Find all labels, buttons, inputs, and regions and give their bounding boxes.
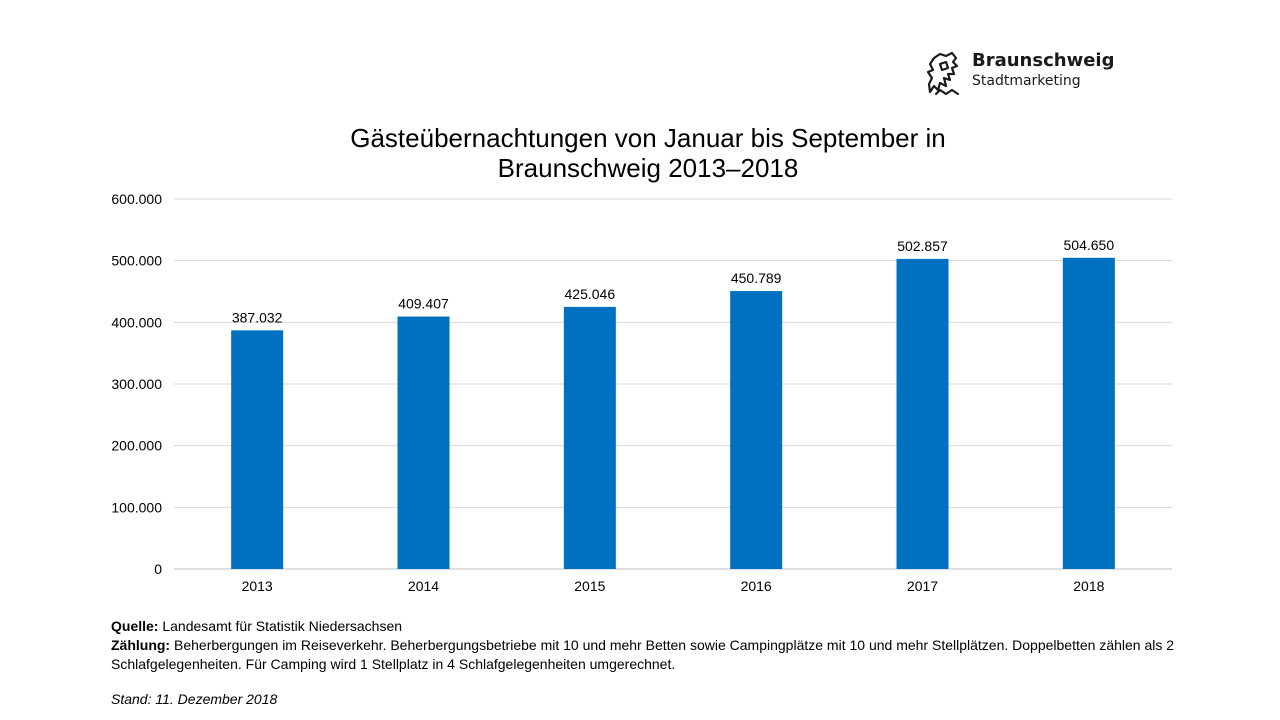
bar-chart: 0 100.000 200.000 300.000 400.000 500.000 600.… — [111, 191, 1172, 594]
data-label: 502.857 — [897, 238, 948, 254]
bar — [1062, 257, 1115, 569]
chart-title-line-1: Gästeübernachtungen von Januar bis Septe… — [350, 123, 946, 153]
bar — [231, 330, 284, 569]
y-tick-label: 300.000 — [111, 376, 162, 392]
count-note: Zählung: Beherbergungen im Reiseverkehr.… — [111, 636, 1231, 674]
y-tick-label: 100.000 — [111, 499, 162, 515]
x-tick-label: 2017 — [907, 578, 938, 594]
bar — [563, 306, 616, 569]
data-label: 387.032 — [232, 309, 283, 325]
data-label: 450.789 — [731, 270, 782, 286]
x-tick-label: 2013 — [242, 578, 273, 594]
bar — [397, 316, 450, 569]
y-tick-label: 0 — [154, 561, 162, 577]
y-tick-label: 200.000 — [111, 438, 162, 454]
bar — [730, 291, 783, 569]
chart-title: Gästeübernachtungen von Januar bis Septe… — [248, 123, 1048, 183]
data-label: 425.046 — [565, 286, 616, 302]
x-tick-label: 2015 — [574, 578, 605, 594]
y-tick-label: 600.000 — [111, 191, 162, 207]
data-label: 409.407 — [398, 296, 449, 312]
x-tick-label: 2016 — [741, 578, 772, 594]
chart-footer: Quelle: Landesamt für Statistik Niedersa… — [111, 617, 1231, 709]
y-tick-label: 500.000 — [111, 253, 162, 269]
bar — [896, 258, 949, 569]
x-tick-label: 2018 — [1073, 578, 1104, 594]
brand-logo: Braunschweig Stadtmarketing — [926, 50, 1114, 100]
x-tick-label: 2014 — [408, 578, 439, 594]
chart-title-line-2: Braunschweig 2013–2018 — [497, 153, 799, 183]
logo-subtitle: Stadtmarketing — [972, 73, 1081, 89]
source-line: Quelle: Landesamt für Statistik Niedersa… — [111, 617, 1231, 636]
y-tick-label: 400.000 — [111, 314, 162, 330]
source-label: Quelle: — [111, 618, 159, 634]
logo-name: Braunschweig — [972, 50, 1115, 71]
lion-icon — [926, 51, 960, 96]
stand-date: Stand: 11. Dezember 2018 — [111, 691, 278, 707]
count-label: Zählung: — [111, 637, 171, 653]
data-label: 504.650 — [1064, 237, 1115, 253]
source-text: Landesamt für Statistik Niedersachsen — [158, 618, 403, 634]
count-text: Beherbergungen im Reiseverkehr. Beherber… — [111, 637, 1175, 672]
